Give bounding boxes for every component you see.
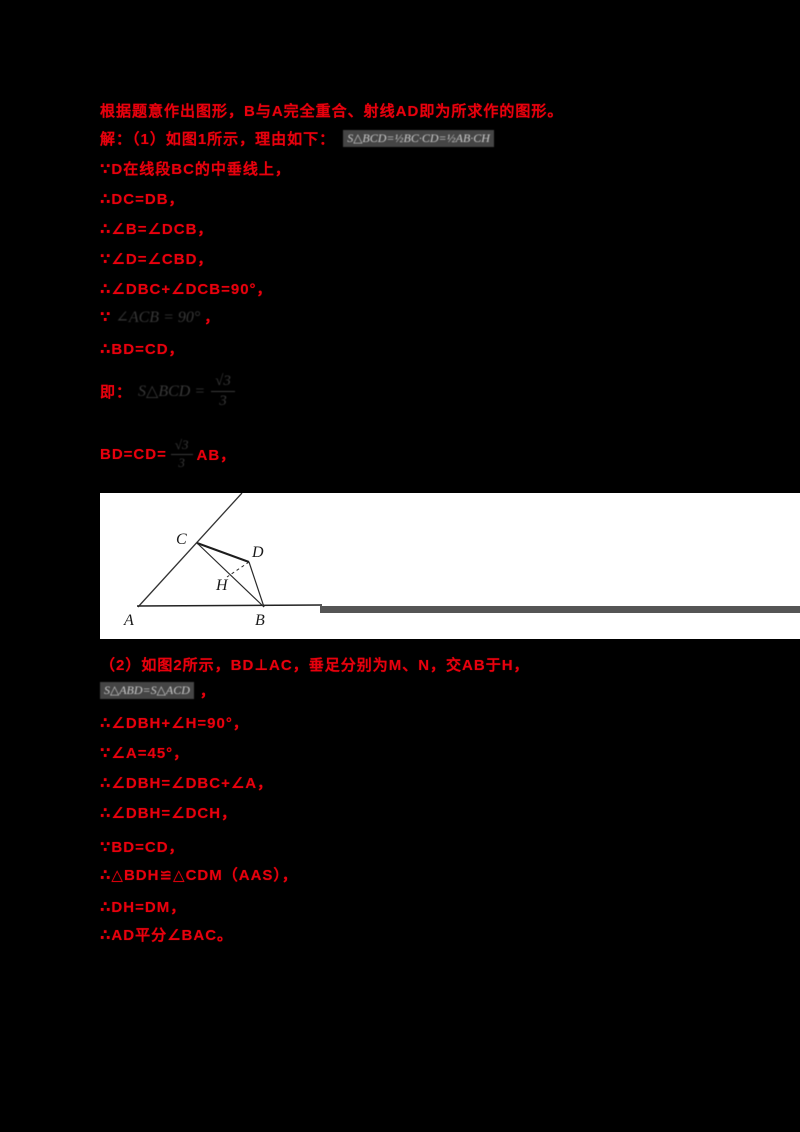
- triangle-diagram: A B C D H: [123, 492, 800, 629]
- solution-line: ∴△BDH≌△CDM（AAS），: [100, 867, 298, 884]
- segment-DH-dashed: [226, 561, 250, 578]
- geometry-figure: A B C D H: [100, 492, 800, 639]
- solution-line: ∴DC=DB，: [100, 191, 185, 208]
- equation-fraction: √3 3: [170, 437, 193, 470]
- solution-text: ，: [204, 309, 221, 326]
- solution-line: BD=CD= √3 3 AB，: [100, 436, 236, 472]
- vertex-label-A: A: [123, 612, 134, 629]
- equation: S△BCD=½BC·CD=½AB·CH: [343, 130, 494, 147]
- solution-line: 即： S△BCD = √3 3: [100, 368, 235, 414]
- solution-line: ∵∠A=45°，: [100, 745, 190, 762]
- gray-rule: [320, 606, 800, 613]
- solution-text: 解：（1）如图1所示，理由如下：: [100, 131, 336, 148]
- solution-line: ∴DH=DM，: [100, 899, 187, 916]
- equation-fraction: √3 3: [211, 373, 235, 409]
- solution-line: ∵∠D=∠CBD，: [100, 251, 214, 268]
- fraction-numerator: √3: [170, 437, 193, 455]
- solution-text: ∵: [100, 308, 112, 326]
- fraction-numerator: √3: [211, 373, 235, 392]
- solution-line: ∴∠DBH=∠DCH，: [100, 805, 238, 822]
- solution-line: 解：（1）如图1所示，理由如下： S△BCD=½BC·CD=½AB·CH: [100, 128, 494, 149]
- solution-text: ，: [199, 682, 216, 700]
- solution-line: 根据题意作出图形，B与A完全重合、射线AD即为所求作的图形。: [100, 103, 564, 120]
- vertex-label-C: C: [176, 531, 187, 548]
- solution-line: （2）如图2所示，BD⊥AC，垂足分别为M、N，交AB于H，: [100, 657, 530, 674]
- solution-line: ∴BD=CD，: [100, 341, 185, 358]
- segment-DB: [248, 561, 265, 608]
- solution-line: ∵BD=CD，: [100, 839, 185, 856]
- equation: S△ABD=S△ACD: [100, 681, 194, 699]
- solution-text: 即：: [100, 383, 133, 401]
- segment-CB: [196, 542, 265, 608]
- solution-line: ∵D在线段BC的中垂线上，: [100, 161, 291, 178]
- equation: S△BCD =: [138, 383, 206, 400]
- solution-line: ∴AD平分∠BAC。: [100, 927, 234, 944]
- ray-AC: [137, 492, 243, 608]
- solution-text: BD=CD=: [100, 445, 167, 463]
- solution-line: S△ABD=S△ACD ，: [100, 678, 216, 702]
- solution-line: ∴∠B=∠DCB，: [100, 221, 214, 238]
- solution-line: ∵ ∠ACB = 90° ，: [100, 306, 220, 327]
- equation: ∠ACB = 90°: [115, 308, 201, 326]
- vertex-label-D: D: [251, 544, 264, 561]
- fraction-denominator: 3: [219, 392, 227, 409]
- solution-line: ∴∠DBC+∠DCB=90°，: [100, 281, 273, 298]
- fraction-denominator: 3: [178, 454, 185, 470]
- solution-text: AB，: [196, 446, 237, 464]
- segment-CD: [196, 542, 250, 563]
- vertex-label-B: B: [255, 612, 265, 629]
- line-AB: [136, 604, 323, 607]
- vertex-label-H: H: [215, 577, 229, 594]
- solution-line: ∴∠DBH=∠DBC+∠A，: [100, 775, 274, 792]
- solution-line: ∴∠DBH+∠H=90°，: [100, 715, 249, 732]
